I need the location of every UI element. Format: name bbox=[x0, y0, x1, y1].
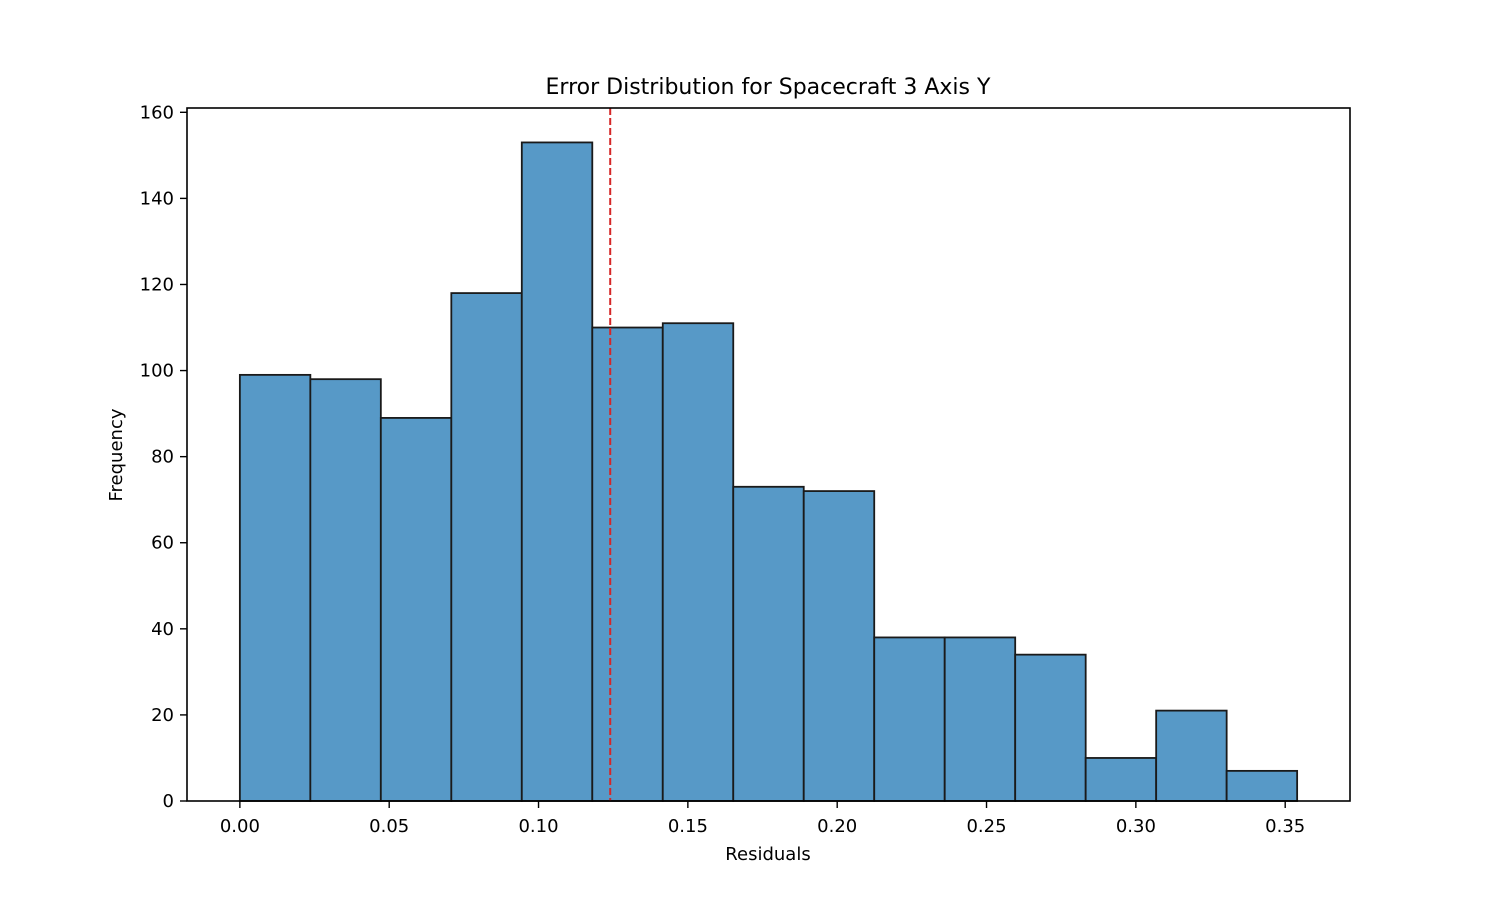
x-tick-label: 0.20 bbox=[817, 816, 857, 837]
histogram-bar bbox=[238, 373, 312, 802]
histogram-bar bbox=[379, 417, 453, 802]
y-tick-label: 40 bbox=[151, 619, 174, 640]
bars-group bbox=[238, 141, 1299, 802]
y-tick-label: 60 bbox=[151, 533, 174, 554]
y-tick-label: 100 bbox=[140, 361, 174, 382]
histogram-bar bbox=[1014, 653, 1087, 802]
y-tick-label: 140 bbox=[140, 188, 174, 209]
histogram-bar bbox=[1225, 769, 1299, 802]
y-tick-label: 120 bbox=[140, 274, 174, 295]
histogram-bar bbox=[1084, 757, 1158, 802]
chart-title: Error Distribution for Spacecraft 3 Axis… bbox=[546, 75, 991, 100]
x-tick-label: 0.30 bbox=[1116, 816, 1156, 837]
y-axis-label: Frequency bbox=[106, 408, 127, 501]
y-tick-label: 0 bbox=[163, 791, 174, 812]
x-axis-ticks: 0.00 0.05 0.10 0.15 0.20 0.25 0.30 0.35 bbox=[220, 801, 1305, 837]
histogram-bar bbox=[802, 490, 876, 802]
plot-frame bbox=[186, 107, 1351, 802]
y-axis-ticks: 0 20 40 60 80 100 120 140 160 bbox=[140, 102, 187, 812]
y-tick-label: 80 bbox=[151, 447, 174, 468]
histogram-bar bbox=[450, 292, 523, 802]
histogram-bar bbox=[520, 141, 594, 802]
y-tick-label: 160 bbox=[140, 102, 174, 123]
histogram-bar bbox=[732, 485, 805, 802]
histogram-bar bbox=[309, 378, 382, 802]
x-tick-label: 0.05 bbox=[369, 816, 409, 837]
histogram-bar bbox=[591, 326, 664, 802]
histogram-bar bbox=[1155, 709, 1228, 802]
x-tick-label: 0.00 bbox=[220, 816, 260, 837]
histogram-bar bbox=[661, 322, 735, 802]
x-tick-label: 0.15 bbox=[668, 816, 708, 837]
x-tick-label: 0.35 bbox=[1265, 816, 1305, 837]
histogram-bar bbox=[943, 636, 1017, 802]
x-axis-label: Residuals bbox=[725, 844, 810, 865]
x-tick-label: 0.10 bbox=[518, 816, 558, 837]
x-tick-label: 0.25 bbox=[966, 816, 1006, 837]
histogram-bar bbox=[873, 636, 946, 802]
y-tick-label: 20 bbox=[151, 705, 174, 726]
